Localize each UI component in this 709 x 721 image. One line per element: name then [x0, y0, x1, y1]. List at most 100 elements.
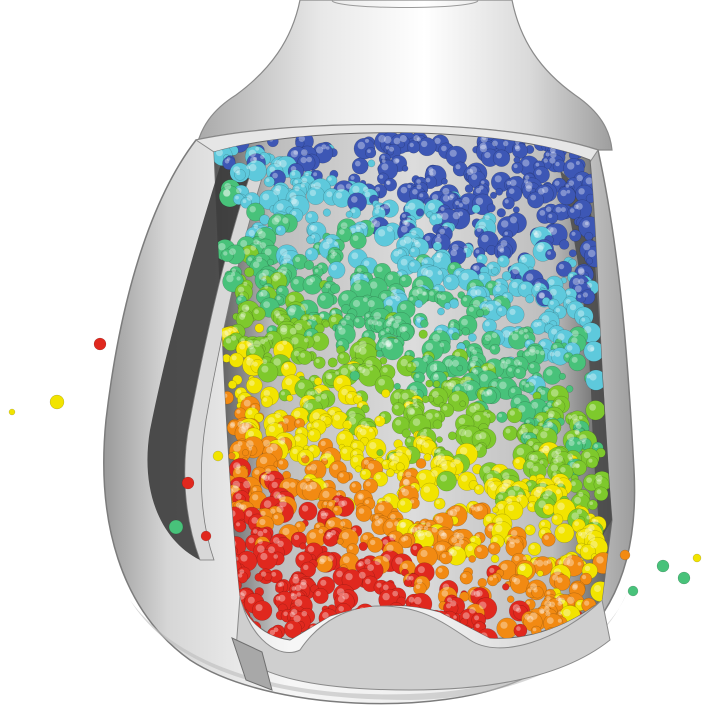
- particle: [545, 211, 559, 224]
- particle-highlight: [478, 255, 483, 260]
- particle-highlight: [587, 282, 593, 288]
- particle-highlight: [318, 264, 323, 269]
- particle-highlight: [275, 596, 281, 601]
- particle-highlight: [443, 224, 448, 229]
- particle-highlight: [380, 331, 385, 336]
- particle-highlight: [245, 510, 253, 517]
- particle: [401, 165, 409, 172]
- particle-highlight: [395, 419, 402, 426]
- particle: [383, 177, 398, 192]
- particle-highlight: [434, 413, 439, 418]
- particle-highlight: [590, 347, 595, 352]
- particle-highlight: [431, 215, 437, 220]
- particle-highlight: [423, 442, 429, 448]
- particle-highlight: [378, 499, 383, 504]
- particle-highlight: [449, 508, 458, 517]
- particle-highlight: [535, 349, 540, 355]
- particle-highlight: [549, 601, 556, 608]
- particle-highlight: [364, 558, 371, 565]
- particle-highlight: [557, 502, 565, 511]
- particle-highlight: [359, 347, 367, 355]
- particle-highlight: [387, 274, 394, 281]
- particle-highlight: [405, 449, 412, 456]
- particle-highlight: [300, 157, 307, 164]
- particle-highlight: [380, 206, 385, 211]
- particle-highlight: [367, 300, 375, 308]
- particle-highlight: [358, 402, 363, 407]
- particle-highlight: [584, 527, 593, 536]
- particle-highlight: [484, 321, 490, 327]
- particle: [486, 203, 496, 213]
- particle: [253, 412, 264, 423]
- particle-highlight: [310, 225, 318, 232]
- particle-highlight: [558, 263, 565, 270]
- particle-highlight: [545, 152, 550, 157]
- particle-highlight: [526, 526, 531, 531]
- particle-highlight: [278, 287, 283, 293]
- particle-highlight: [508, 541, 515, 549]
- particle-highlight: [577, 267, 585, 274]
- particle: [433, 395, 444, 406]
- particle-highlight: [341, 500, 348, 506]
- particle-highlight: [228, 327, 233, 332]
- particle: [525, 294, 535, 304]
- particle-highlight: [501, 482, 509, 490]
- particle-highlight: [440, 474, 448, 482]
- particle-highlight: [514, 555, 520, 562]
- particle-highlight: [470, 537, 476, 543]
- particle-highlight: [293, 278, 299, 285]
- particle-highlight: [588, 524, 595, 532]
- particle-highlight: [539, 292, 545, 299]
- particle-highlight: [240, 395, 246, 401]
- particle-highlight: [236, 276, 241, 281]
- particle-highlight: [355, 226, 361, 232]
- particle-highlight: [356, 392, 362, 398]
- particle-highlight: [441, 553, 447, 558]
- particle-highlight: [433, 363, 438, 367]
- particle-highlight: [257, 530, 264, 537]
- particle-highlight: [352, 274, 357, 279]
- particle: [228, 452, 236, 460]
- particle-highlight: [309, 431, 315, 436]
- particle-highlight: [395, 158, 400, 163]
- particle-highlight: [339, 433, 346, 440]
- particle-highlight: [225, 338, 232, 344]
- particle-highlight: [252, 487, 257, 492]
- particle-highlight: [496, 152, 502, 159]
- particle-highlight: [283, 611, 288, 617]
- particle-highlight: [586, 515, 591, 520]
- particle-highlight: [429, 291, 434, 296]
- particle-highlight: [518, 405, 526, 413]
- particle-highlight: [311, 316, 317, 322]
- particle-highlight: [325, 534, 331, 540]
- particle-highlight: [416, 318, 421, 323]
- particle-highlight: [240, 240, 248, 247]
- particle: [443, 302, 452, 310]
- particle-highlight: [547, 402, 552, 407]
- particle-highlight: [367, 149, 371, 154]
- particle: [551, 513, 564, 526]
- particle-highlight: [577, 545, 582, 549]
- stray-particle: [627, 585, 639, 597]
- particle-highlight: [447, 510, 454, 516]
- particle-highlight: [513, 164, 518, 169]
- particle-highlight: [386, 544, 394, 552]
- particle: [586, 456, 599, 469]
- particle-highlight: [385, 320, 392, 327]
- particle-highlight: [358, 494, 363, 499]
- particle-highlight: [549, 300, 554, 305]
- particle-highlight: [223, 189, 231, 197]
- particle-highlight: [248, 537, 255, 544]
- particle-highlight: [585, 221, 589, 226]
- particle: [374, 225, 396, 247]
- particle: [337, 351, 351, 365]
- particle-highlight: [335, 371, 339, 375]
- particle-highlight: [409, 575, 414, 581]
- particle-highlight: [481, 303, 488, 310]
- particle-highlight: [269, 166, 276, 173]
- particle-highlight: [255, 146, 260, 151]
- particle-highlight: [528, 348, 536, 356]
- particle-highlight: [299, 581, 307, 590]
- particle-highlight: [510, 530, 518, 537]
- particle-highlight: [456, 532, 464, 541]
